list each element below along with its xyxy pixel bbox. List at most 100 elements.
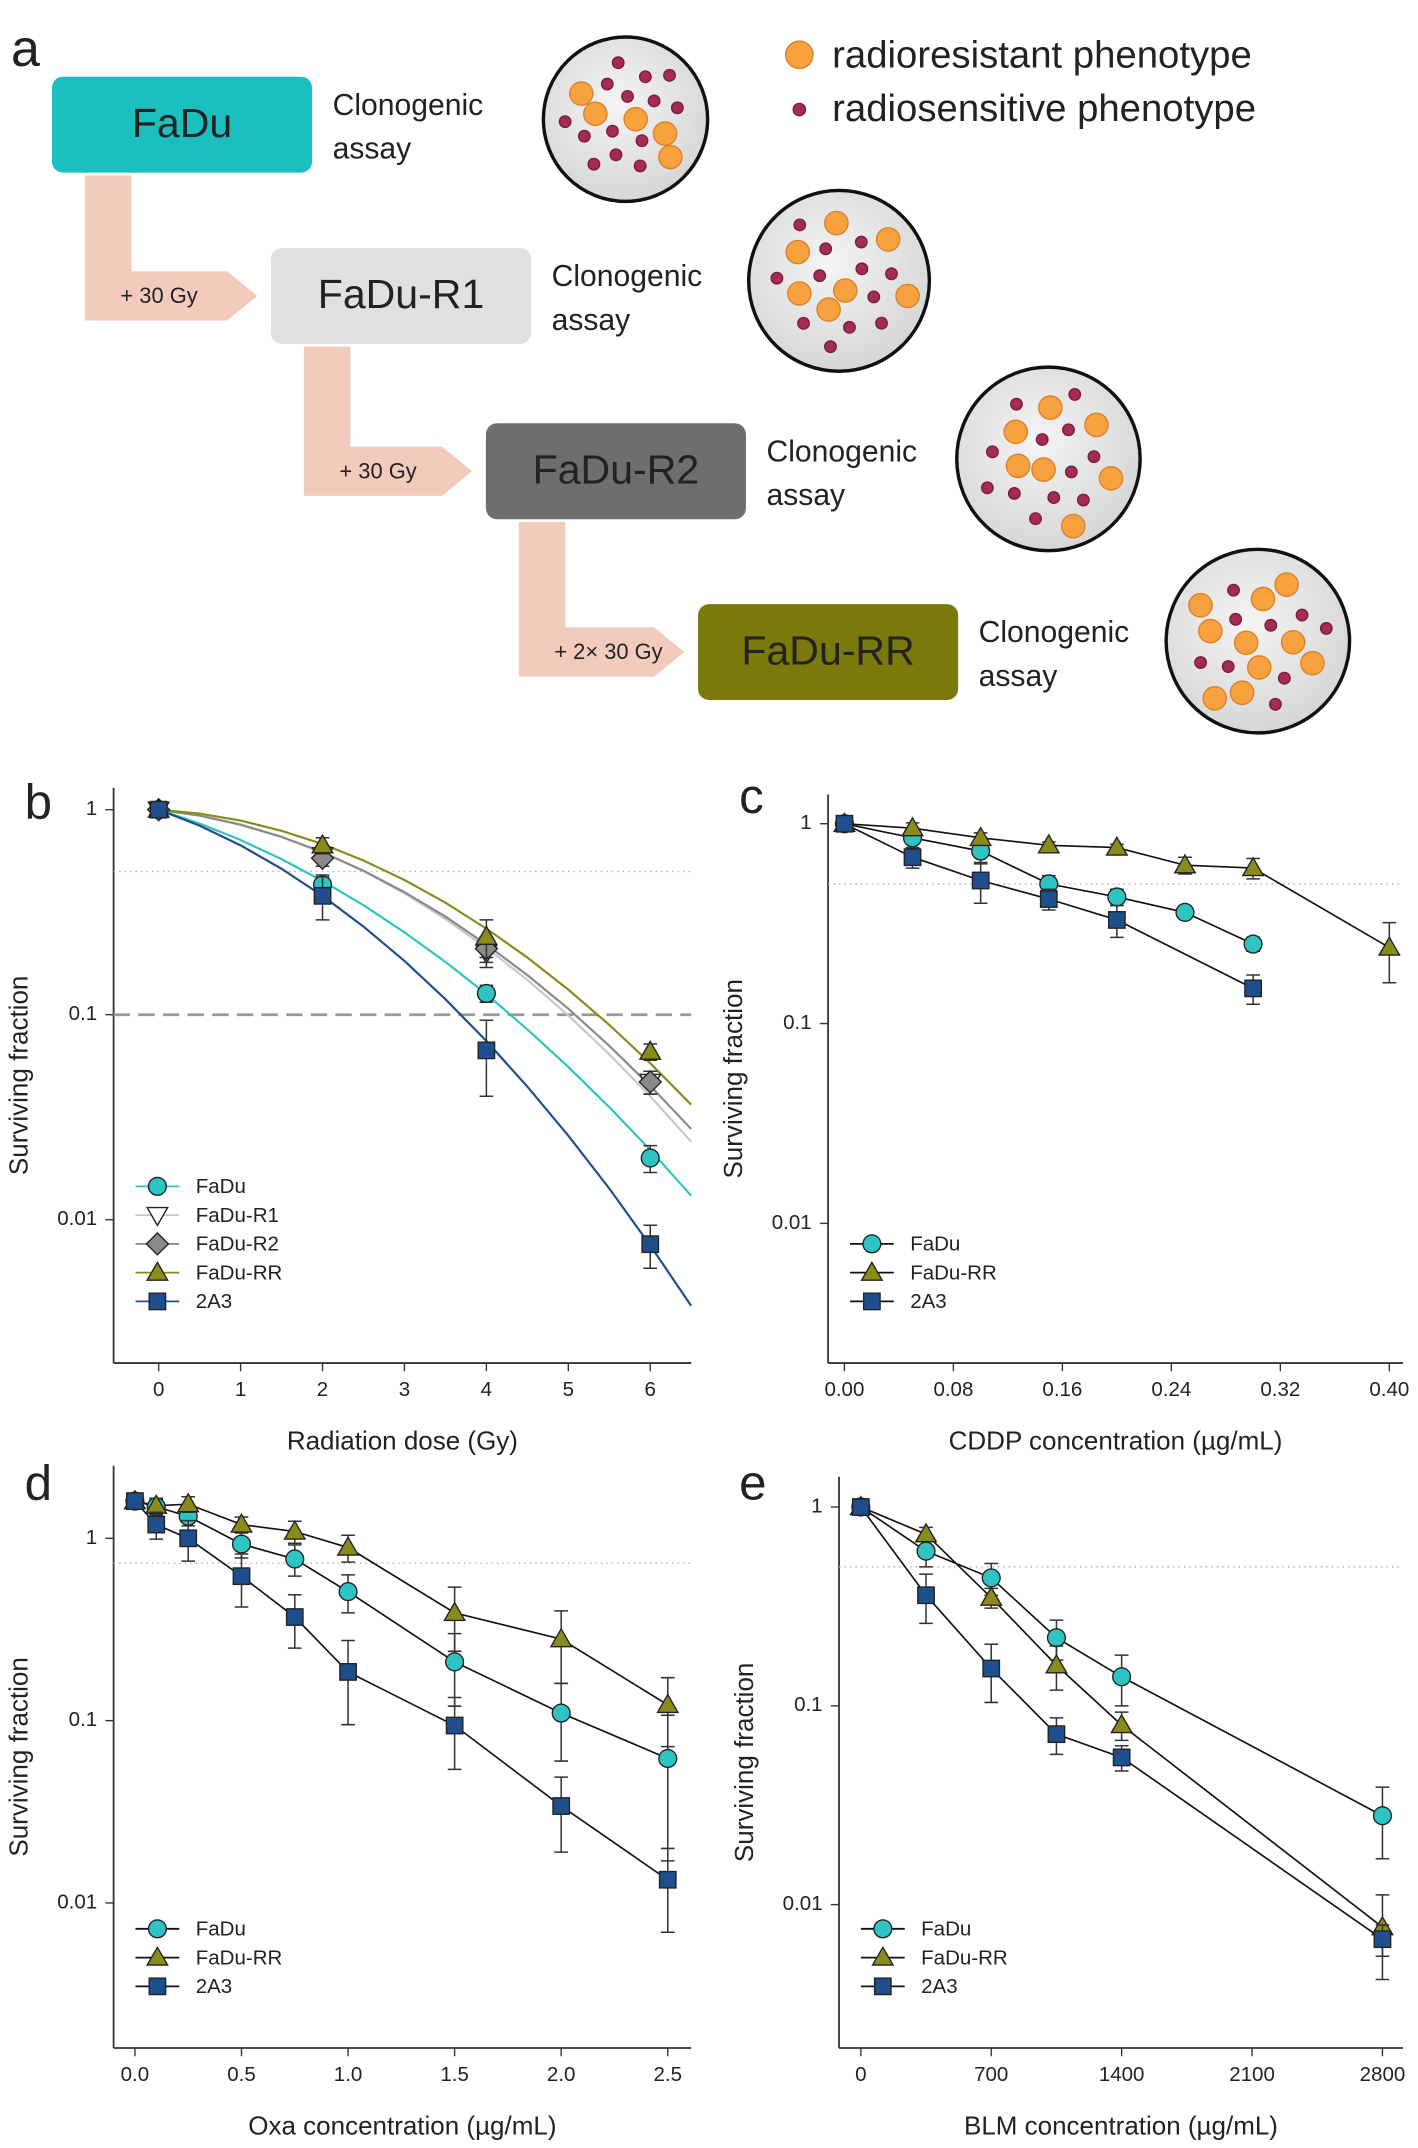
x-tick-label: 0.00 xyxy=(824,1378,864,1401)
assay-label: Clonogenic xyxy=(552,260,703,293)
marker xyxy=(179,1529,198,1548)
legend-label: FaDu-R1 xyxy=(196,1204,279,1227)
colony xyxy=(816,297,841,322)
colony xyxy=(1060,513,1086,539)
colony xyxy=(1202,685,1228,711)
process-arrow xyxy=(84,175,258,321)
marker xyxy=(658,1870,677,1889)
colony xyxy=(635,134,649,148)
y-tick-label: 0.1 xyxy=(794,1693,823,1716)
colony xyxy=(885,267,898,281)
colony xyxy=(1098,465,1124,491)
marker xyxy=(979,1586,1003,1606)
series-line xyxy=(860,1506,1383,1928)
legend-marker xyxy=(792,102,807,117)
cell-line-box xyxy=(271,247,532,344)
marker xyxy=(641,1235,660,1254)
y-tick-label: 1 xyxy=(811,1494,822,1517)
legend-label: FaDu xyxy=(196,1918,246,1941)
fit-curve xyxy=(158,808,693,1143)
marker xyxy=(285,1549,305,1569)
colony xyxy=(854,235,868,249)
cell-line-box xyxy=(485,423,746,520)
colony xyxy=(1221,660,1235,673)
series-line xyxy=(134,1500,669,1881)
colony xyxy=(824,210,849,236)
x-tick-label: 1.5 xyxy=(440,2063,469,2086)
colony xyxy=(1005,453,1031,479)
cell-line-box xyxy=(52,76,313,173)
marker xyxy=(552,1797,571,1815)
legend-label: 2A3 xyxy=(921,1975,957,1998)
colony xyxy=(1229,680,1255,706)
marker xyxy=(914,1522,938,1543)
colony xyxy=(1068,387,1082,401)
marker xyxy=(147,1919,167,1939)
y-tick-label: 0.1 xyxy=(783,1011,812,1034)
x-tick-label: 4 xyxy=(481,1378,492,1401)
colony xyxy=(1084,412,1109,438)
marker xyxy=(871,1945,895,1966)
cell-line-name: FaDu-RR xyxy=(741,627,914,673)
marker xyxy=(1244,979,1262,998)
marker xyxy=(1377,935,1401,956)
marker xyxy=(285,1608,304,1626)
colony xyxy=(875,227,901,252)
marker xyxy=(313,886,332,905)
marker xyxy=(126,1492,144,1511)
fit-curve xyxy=(158,808,692,1106)
colony xyxy=(652,121,678,146)
y-tick-label: 1 xyxy=(86,797,97,820)
y-axis-title: Surviving fraction xyxy=(3,1657,33,1857)
y-tick-label: 0.01 xyxy=(772,1211,812,1234)
marker xyxy=(474,925,498,945)
colony xyxy=(819,242,833,256)
colony xyxy=(658,144,683,170)
cell-line-name: FaDu-R1 xyxy=(318,271,485,317)
colony xyxy=(1003,419,1029,445)
assay-label: assay xyxy=(552,304,631,337)
x-tick-label: 1.0 xyxy=(334,2063,363,2086)
marker xyxy=(145,1260,169,1281)
x-tick-label: 0.40 xyxy=(1369,1378,1409,1401)
panel-label: e xyxy=(739,1455,766,1510)
arrow-label: + 2× 30 Gy xyxy=(554,639,662,664)
colony xyxy=(770,271,784,285)
marker xyxy=(916,1541,936,1561)
x-tick-label: 6 xyxy=(645,1378,656,1401)
colony xyxy=(1229,612,1243,626)
colony xyxy=(986,445,999,459)
arrow-label: + 30 Gy xyxy=(339,458,416,483)
marker xyxy=(149,800,168,819)
marker xyxy=(1112,1667,1132,1687)
x-tick-label: 0 xyxy=(855,2063,866,2086)
legend-label: 2A3 xyxy=(196,1975,233,1998)
chart: d Oxa concentration (µg/mL) Surviving frac… xyxy=(3,1455,692,2140)
colony xyxy=(1087,450,1101,464)
cell-line-name: FaDu xyxy=(132,100,232,146)
marker xyxy=(969,826,993,847)
arrow-label: + 30 Gy xyxy=(120,283,197,308)
x-tick-label: 0.24 xyxy=(1151,1378,1191,1401)
marker xyxy=(311,833,334,854)
colony xyxy=(1188,592,1213,618)
x-tick-label: 0.5 xyxy=(227,2063,256,2086)
series-line xyxy=(134,1500,669,1706)
marker xyxy=(283,1519,307,1540)
assay-label: Clonogenic xyxy=(979,616,1130,649)
marker xyxy=(1105,835,1129,856)
x-tick-label: 0.16 xyxy=(1042,1378,1082,1401)
marker xyxy=(851,1498,870,1516)
colony xyxy=(600,77,614,91)
legend-label: 2A3 xyxy=(196,1290,233,1313)
y-axis-title: Surviving fraction xyxy=(729,1663,759,1863)
x-tick-label: 2.0 xyxy=(547,2063,576,2086)
colony xyxy=(1233,630,1259,656)
x-tick-label: 0.32 xyxy=(1260,1378,1300,1401)
assay-label: Clonogenic xyxy=(766,435,917,468)
assay-label: Clonogenic xyxy=(333,89,484,122)
colony xyxy=(1035,433,1049,446)
x-tick-label: 5 xyxy=(563,1378,574,1401)
colony xyxy=(797,316,810,330)
marker xyxy=(145,1945,169,1966)
